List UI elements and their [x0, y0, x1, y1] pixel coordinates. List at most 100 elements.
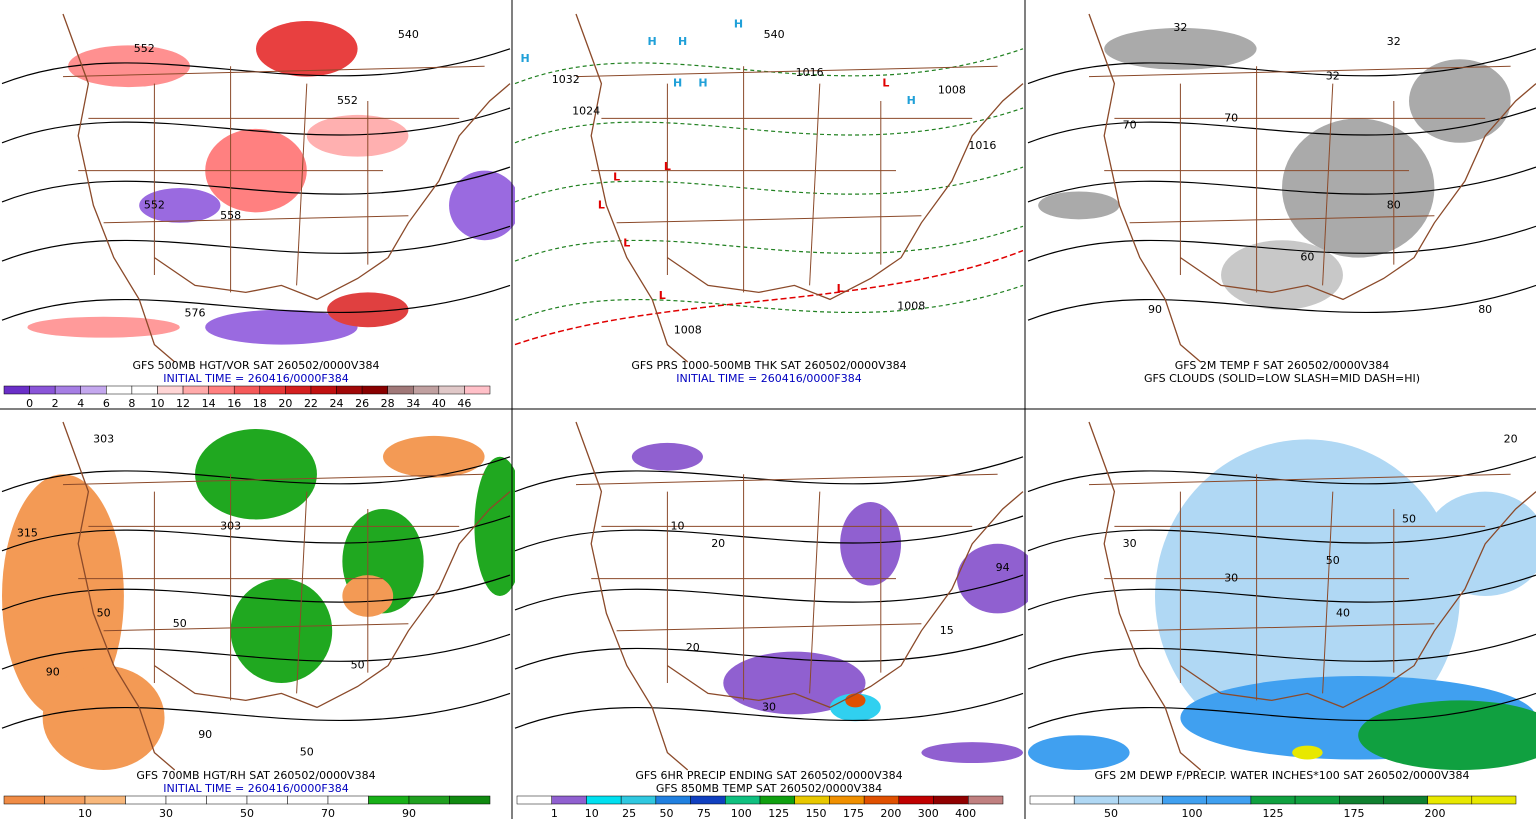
- colorbar-label: 26: [355, 397, 369, 410]
- contour: [1, 166, 511, 203]
- colorbar-swatch: [863, 795, 900, 805]
- colorbar-label: 16: [227, 397, 241, 410]
- panel-title: GFS 6HR PRECIP ENDING SAT 260502/0000V38…: [635, 769, 902, 782]
- colorbar-label: 200: [880, 807, 901, 819]
- shaded-region: [474, 456, 526, 596]
- contour: [514, 692, 1024, 729]
- map-label: 70: [1123, 118, 1137, 131]
- map-panel: H H H H H H H L L L L L L L 1032 1024 1016 1016 1008 1008 10…: [514, 13, 1024, 385]
- contour: [1027, 456, 1536, 493]
- colorbar-swatch: [29, 385, 56, 395]
- contour: [1, 284, 511, 321]
- colorbar-label: 46: [457, 397, 471, 410]
- map-label: H: [698, 77, 707, 90]
- panel-title: INITIAL TIME = 260416/0000F384: [676, 372, 861, 385]
- map-label: 576: [185, 306, 206, 319]
- colorbar-label: 25: [622, 807, 636, 819]
- state-border: [1088, 473, 1511, 486]
- coastline: [667, 491, 1024, 709]
- map-label: 1024: [572, 104, 600, 117]
- colorbar-swatch: [44, 795, 86, 805]
- map-label: 30: [1123, 537, 1137, 550]
- colorbar-label: 0: [26, 397, 33, 410]
- contour: [1, 633, 511, 670]
- map-label: 50: [300, 746, 314, 759]
- contour: [1, 692, 511, 729]
- contour: [1027, 107, 1536, 144]
- colorbar-swatch: [1294, 795, 1340, 805]
- map-label: 90: [46, 666, 60, 679]
- contour: [1027, 48, 1536, 85]
- colorbar-label: 125: [768, 807, 789, 819]
- colorbar-label: 100: [1182, 807, 1203, 819]
- colorbar-swatch: [898, 795, 934, 805]
- state-border: [296, 83, 308, 286]
- colorbar-label: 8: [128, 397, 135, 410]
- colorbar-swatch: [80, 385, 107, 395]
- coastline: [575, 421, 689, 771]
- panel-title: GFS 700MB HGT/RH SAT 260502/0000V384: [136, 769, 375, 782]
- map-label: 20: [1504, 432, 1518, 445]
- contour: [1027, 574, 1536, 611]
- colorbar-swatch: [54, 385, 81, 395]
- panel-title: GFS 850MB TEMP SAT 260502/0000V384: [656, 782, 882, 795]
- colorbar-swatch: [464, 385, 491, 395]
- colorbar-label: 200: [1425, 807, 1446, 819]
- state-border: [62, 473, 485, 486]
- colorbar-swatch: [106, 385, 133, 395]
- contour: [1, 225, 511, 262]
- contour: [514, 48, 1024, 85]
- map-label: L: [837, 282, 844, 295]
- shaded-region: [230, 578, 333, 683]
- shaded-region: [956, 543, 1039, 614]
- map-label: 70: [1224, 111, 1238, 124]
- coastline: [1180, 83, 1536, 301]
- colorbar-label: 1: [551, 807, 558, 819]
- front: [514, 249, 1024, 346]
- shaded-region: [1221, 240, 1343, 310]
- shaded-region: [723, 651, 866, 715]
- colorbar-label: 30: [159, 807, 173, 819]
- shaded-region: [845, 693, 866, 708]
- contour: [1027, 166, 1536, 203]
- contour: [514, 515, 1024, 552]
- colorbar-label: 18: [253, 397, 267, 410]
- contour: [1, 48, 511, 85]
- shaded-region: [631, 442, 703, 471]
- coastline: [575, 13, 689, 363]
- colorbar-swatch: [690, 795, 726, 805]
- colorbar-swatch: [259, 385, 286, 395]
- map-label: 552: [144, 198, 165, 211]
- map-label: 32: [1173, 21, 1187, 34]
- state-border: [1322, 491, 1334, 694]
- contour: [514, 166, 1024, 203]
- map-label: L: [659, 289, 666, 302]
- colorbar-swatch: [3, 385, 30, 395]
- map-label: 50: [351, 659, 365, 672]
- map-label: H: [734, 17, 743, 30]
- colorbar-swatch: [157, 385, 184, 395]
- panel-title: GFS 2M TEMP F SAT 260502/0000V384: [1175, 359, 1390, 372]
- colorbar-swatch: [182, 385, 209, 395]
- colorbar-swatch: [327, 795, 369, 805]
- shaded-region: [195, 428, 317, 520]
- map-label: 94: [996, 561, 1010, 574]
- colorbar-label: 20: [278, 397, 292, 410]
- colorbar-swatch: [655, 795, 691, 805]
- panel-title: GFS PRS 1000-500MB THK SAT 260502/0000V3…: [631, 359, 906, 372]
- panel-title: INITIAL TIME = 260416/0000F384: [163, 782, 348, 795]
- contour: [514, 225, 1024, 262]
- map-label: L: [598, 198, 605, 211]
- map-label: L: [664, 160, 671, 173]
- contour: [1027, 225, 1536, 262]
- contour: [1, 574, 511, 611]
- colorbar-label: 50: [1104, 807, 1118, 819]
- map-label: 30: [762, 700, 776, 713]
- colorbar-label: 6: [103, 397, 110, 410]
- contour: [1027, 692, 1536, 729]
- colorbar-label: 50: [660, 807, 674, 819]
- map-label: 80: [1478, 303, 1492, 316]
- map-label: 50: [1326, 554, 1340, 567]
- map-label: 90: [198, 728, 212, 741]
